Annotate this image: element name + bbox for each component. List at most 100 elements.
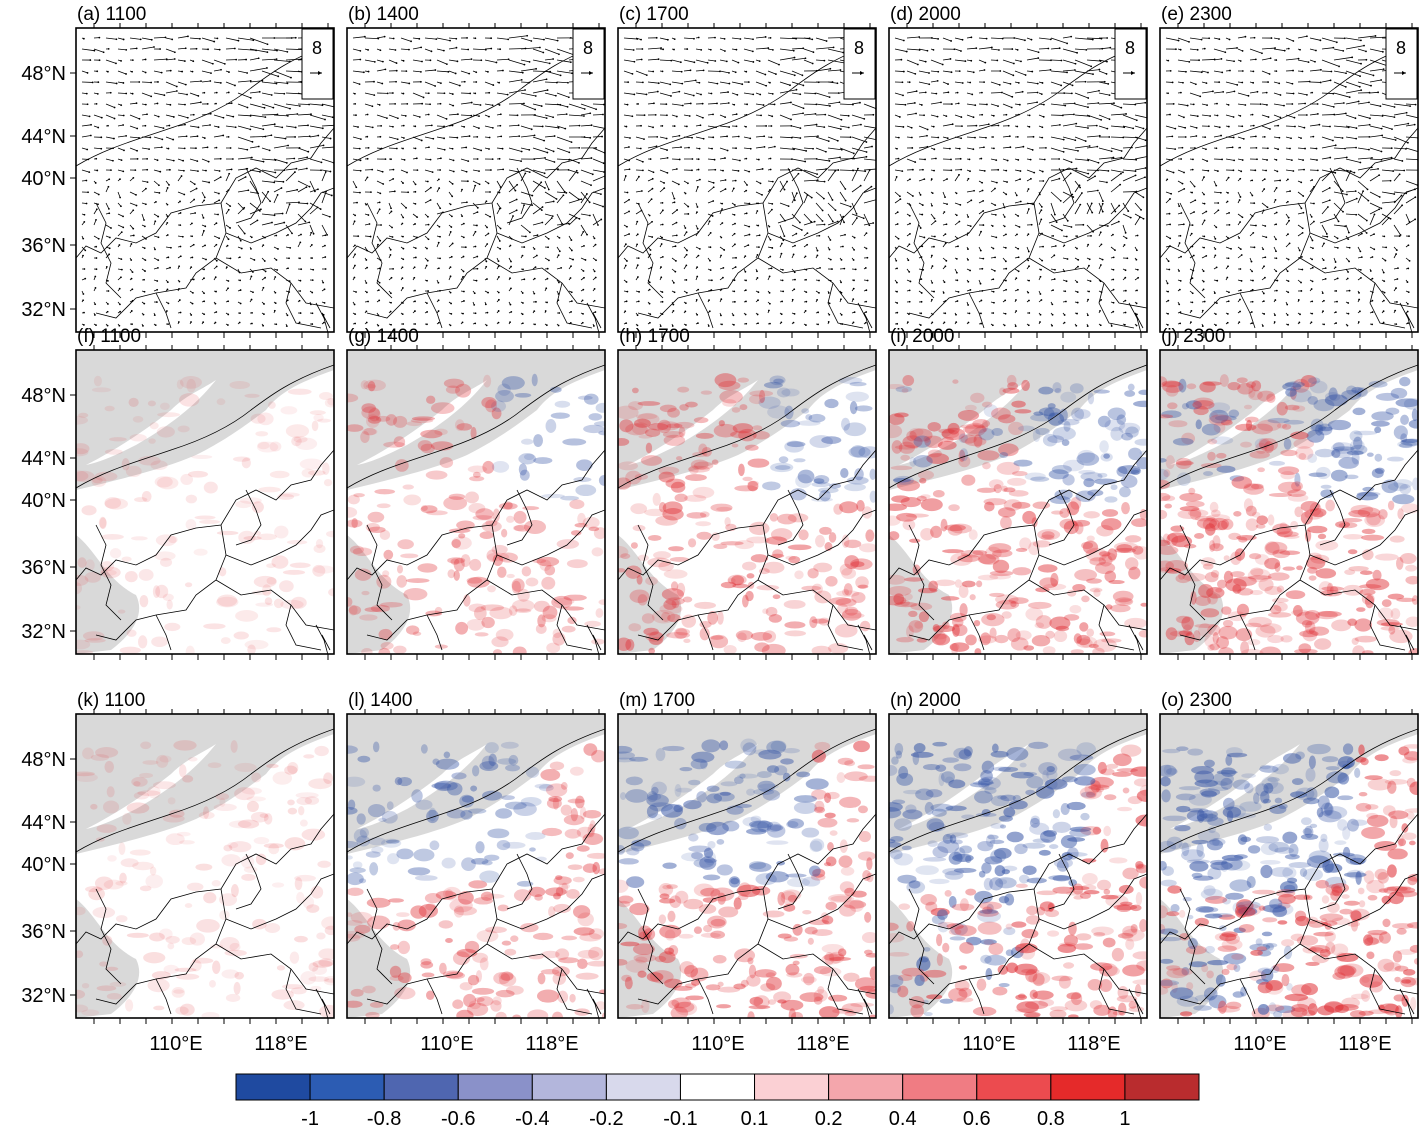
reference-vector: 8 xyxy=(843,28,876,100)
reference-vector: 8 xyxy=(572,28,605,100)
colorbar-tick-label: -0.8 xyxy=(367,1108,401,1130)
panel-c: 8 (c) 1700 xyxy=(617,4,877,338)
panel-h-map xyxy=(618,350,876,654)
panel-title: (n) 2000 xyxy=(890,690,961,711)
panel-frame xyxy=(346,27,606,333)
colorbar-swatch xyxy=(309,1073,385,1101)
lon-tick-label: 118°E xyxy=(525,1033,578,1055)
panel-title: (b) 1400 xyxy=(348,4,419,25)
panel-frame xyxy=(1159,349,1419,655)
panel-n: (n) 2000 xyxy=(888,690,1148,1024)
panel-d: 8 (d) 2000 xyxy=(888,4,1148,338)
panel-title: (g) 1400 xyxy=(348,326,419,347)
colorbar: -1 -0.8 -0.6 -0.4 -0.2 -0.1 0.1 0.2 0.4 0.6 0.8 1 xyxy=(235,1073,1200,1130)
lon-tick-label: 118°E xyxy=(1067,1033,1120,1055)
panel-frame xyxy=(346,349,606,655)
panel-f-map xyxy=(76,350,334,654)
colorbar-swatch xyxy=(828,1073,904,1101)
panel-frame xyxy=(888,713,1148,1019)
colorbar-tick-label: 0.8 xyxy=(1037,1108,1065,1130)
panel-title: (h) 1700 xyxy=(619,326,690,347)
lat-tick-label: 40°N xyxy=(21,168,66,190)
panel-frame xyxy=(617,349,877,655)
panel-d-map xyxy=(889,28,1147,332)
panel-e: 8 (e) 2300 xyxy=(1159,4,1419,338)
lat-tick-label: 40°N xyxy=(21,854,66,876)
reference-vector-label: 8 xyxy=(854,38,864,58)
panel-f: (f) 1100 xyxy=(75,326,335,660)
panel-o: (o) 2300 xyxy=(1159,690,1419,1024)
lat-tick-label: 32°N xyxy=(21,621,66,643)
lat-tick-label: 36°N xyxy=(21,235,66,257)
panel-frame xyxy=(888,27,1148,333)
lat-tick-label: 40°N xyxy=(21,490,66,512)
lon-tick-label: 110°E xyxy=(691,1033,744,1055)
colorbar-swatch xyxy=(457,1073,533,1101)
panel-a-map xyxy=(76,28,334,332)
panel-title: (l) 1400 xyxy=(348,690,412,711)
colorbar-swatch xyxy=(754,1073,830,1101)
panel-k: (k) 1100 xyxy=(75,690,335,1024)
panel-b-map xyxy=(347,28,605,332)
panel-frame xyxy=(75,713,335,1019)
lat-tick-label: 44°N xyxy=(21,812,66,834)
panel-frame xyxy=(75,27,335,333)
panel-title: (i) 2000 xyxy=(890,326,954,347)
lat-tick-label: 32°N xyxy=(21,299,66,321)
lon-tick-label: 110°E xyxy=(420,1033,473,1055)
colorbar-swatch xyxy=(383,1073,459,1101)
colorbar-tick-label: -1 xyxy=(301,1108,319,1130)
panel-frame xyxy=(617,713,877,1019)
panel-title: (f) 1100 xyxy=(77,326,141,347)
panel-o-map xyxy=(1160,714,1418,1018)
panel-title: (m) 1700 xyxy=(619,690,695,711)
reference-vector: 8 xyxy=(1385,28,1418,100)
colorbar-swatch xyxy=(1124,1073,1200,1101)
colorbar-tick-label: -0.1 xyxy=(663,1108,697,1130)
colorbar-swatch xyxy=(531,1073,607,1101)
lon-tick-label: 110°E xyxy=(1233,1033,1286,1055)
panel-frame xyxy=(888,349,1148,655)
colorbar-tick-label: -0.6 xyxy=(441,1108,475,1130)
lat-tick-label: 48°N xyxy=(21,63,66,85)
panel-frame xyxy=(75,349,335,655)
panel-l: (l) 1400 xyxy=(346,690,606,1024)
panel-title: (d) 2000 xyxy=(890,4,961,25)
colorbar-swatch xyxy=(605,1073,681,1101)
colorbar-tick-label: -0.4 xyxy=(515,1108,549,1130)
reference-vector-label: 8 xyxy=(312,38,322,58)
lat-tick-label: 44°N xyxy=(21,126,66,148)
panel-e-map xyxy=(1160,28,1418,332)
panel-l-map xyxy=(347,714,605,1018)
panel-a: 8 (a) 1100 xyxy=(75,4,335,338)
panel-frame xyxy=(617,27,877,333)
panel-j-map xyxy=(1160,350,1418,654)
panel-c-map xyxy=(618,28,876,332)
panel-j: (j) 2300 xyxy=(1159,326,1419,660)
panel-h: (h) 1700 xyxy=(617,326,877,660)
panel-frame xyxy=(1159,27,1419,333)
panel-g: (g) 1400 xyxy=(346,326,606,660)
reference-vector-label: 8 xyxy=(1125,38,1135,58)
colorbar-tick-label: 0.4 xyxy=(889,1108,917,1130)
lon-tick-label: 118°E xyxy=(796,1033,849,1055)
panel-title: (e) 2300 xyxy=(1161,4,1232,25)
panel-title: (o) 2300 xyxy=(1161,690,1232,711)
reference-vector-label: 8 xyxy=(1396,38,1406,58)
reference-vector: 8 xyxy=(301,28,334,100)
colorbar-tick-label: 0.6 xyxy=(963,1108,991,1130)
colorbar-tick-label: -0.2 xyxy=(589,1108,623,1130)
panel-b: 8 (b) 1400 xyxy=(346,4,606,338)
panel-i: (i) 2000 xyxy=(888,326,1148,660)
panel-k-map xyxy=(76,714,334,1018)
reference-vector-label: 8 xyxy=(583,38,593,58)
panel-title: (a) 1100 xyxy=(77,4,146,25)
colorbar-swatch xyxy=(235,1073,311,1101)
colorbar-swatch xyxy=(1050,1073,1126,1101)
lat-tick-label: 44°N xyxy=(21,448,66,470)
colorbar-swatch xyxy=(976,1073,1052,1101)
panel-title: (c) 1700 xyxy=(619,4,689,25)
panel-frame xyxy=(346,713,606,1019)
lon-tick-label: 110°E xyxy=(962,1033,1015,1055)
